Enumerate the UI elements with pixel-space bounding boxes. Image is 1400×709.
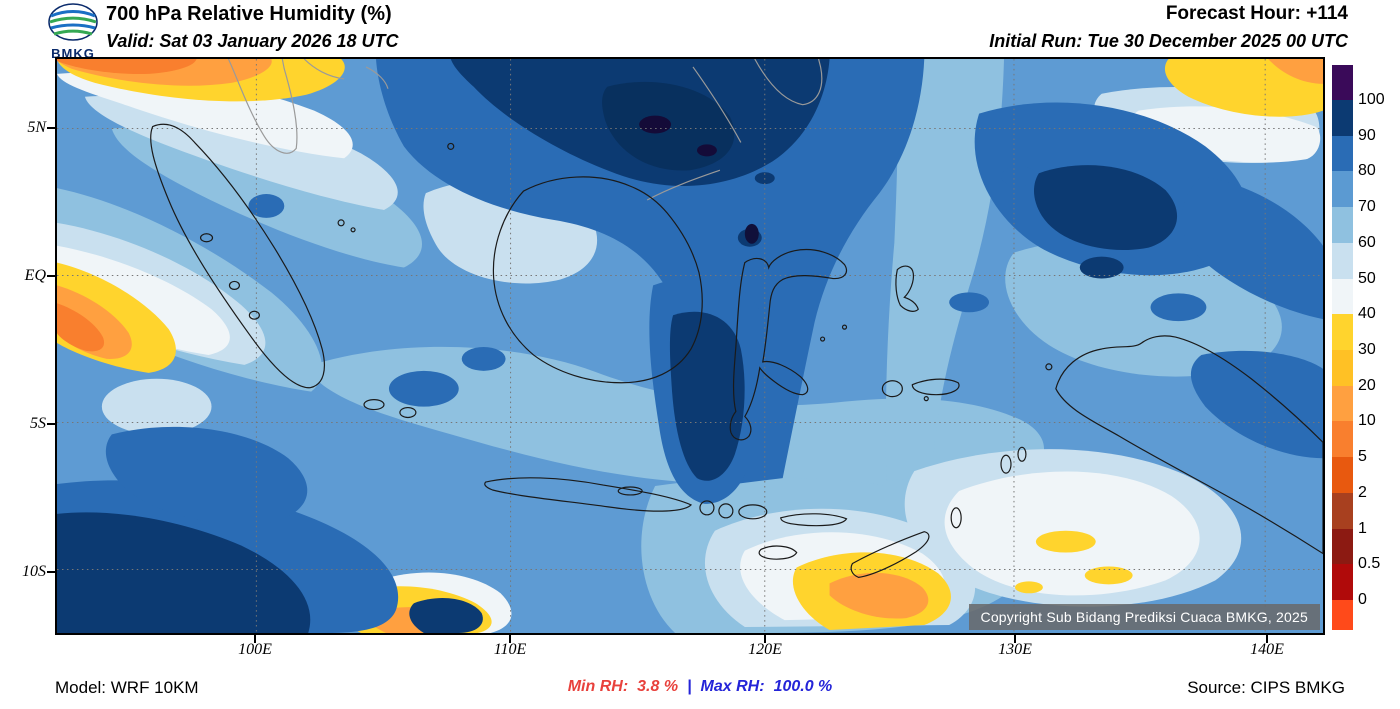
coastlines [150, 123, 1323, 579]
contour-fill-90 [57, 59, 1178, 633]
colorbar-segment [1332, 492, 1353, 529]
valid-time: Valid: Sat 03 January 2026 18 UTC [106, 31, 399, 51]
min-rh-value: 3.8 % [637, 678, 679, 695]
colorbar-tick-label: 90 [1358, 126, 1376, 144]
colorbar-tick-label: 60 [1358, 233, 1376, 251]
model-label: Model: WRF 10KM [55, 678, 199, 697]
lon-label-110e: 110E [493, 641, 527, 658]
colorbar-segment [1332, 171, 1353, 208]
colorbar-tick-label: 5 [1358, 448, 1367, 466]
copyright-text: Copyright Sub Bidang Prediksi Cuaca BMKG… [968, 604, 1320, 630]
lat-label-eq: EQ [24, 267, 46, 284]
colorbar-segment [1332, 242, 1353, 279]
humidity-map: Copyright Sub Bidang Prediksi Cuaca BMKG… [55, 57, 1325, 635]
colorbar-tick-label: 1 [1358, 519, 1367, 537]
header-right: Forecast Hour: +114 Initial Run: Tue 30 … [989, 3, 1348, 52]
max-rh-label: Max RH: [700, 678, 765, 695]
lon-label-100e: 100E [238, 641, 272, 658]
colorbar-segment [1332, 278, 1353, 315]
axis-tick [254, 635, 256, 643]
colorbar-segment [1332, 528, 1353, 565]
colorbar-tick-label: 80 [1358, 162, 1376, 180]
contour-fill-deep-orange [57, 59, 197, 352]
colorbar-tick-label: 0 [1358, 591, 1367, 608]
lat-label-5s: 5S [30, 415, 46, 432]
rh-minmax: Min RH: 3.8 % | Max RH: 100.0 % [568, 678, 833, 696]
axis-tick [1266, 635, 1268, 643]
colorbar-segment [1332, 65, 1353, 100]
bmkg-logo-globe [48, 3, 98, 41]
colorbar-tick-label: 30 [1358, 341, 1376, 358]
colorbar-segment [1332, 421, 1353, 458]
foreign-coastlines [227, 59, 823, 201]
colorbar-tick-label: 40 [1358, 305, 1376, 323]
colorbar-tick-label: 20 [1358, 376, 1376, 394]
min-rh-label: Min RH: [567, 678, 629, 695]
lon-label-120e: 120E [748, 641, 782, 658]
axis-tick [47, 423, 55, 425]
colorbar-segment [1332, 207, 1353, 243]
colorbar-tick-label: 10 [1358, 412, 1376, 430]
axis-tick [1014, 635, 1016, 643]
axis-tick [47, 571, 55, 573]
max-rh-value: 100.0 % [773, 678, 833, 695]
colorbar-segment [1332, 385, 1353, 422]
colorbar-segment [1332, 600, 1353, 630]
lat-label-10s: 10S [22, 563, 46, 580]
colorbar-tick-label: 70 [1358, 198, 1376, 216]
page-title: 700 hPa Relative Humidity (%) [106, 3, 392, 25]
contour-fill-darkest [602, 81, 759, 244]
source-label: Source: CIPS BMKG [1187, 678, 1345, 697]
colorbar-segment [1332, 135, 1353, 172]
colorbar-segment [1332, 457, 1353, 493]
map-gridlines [57, 59, 1323, 633]
colorbar [1332, 65, 1353, 630]
colorbar-segment [1332, 564, 1353, 600]
humidity-contour-map [57, 59, 1323, 633]
lon-label-140e: 140E [1250, 641, 1284, 658]
axis-tick [509, 635, 511, 643]
axis-tick [47, 275, 55, 277]
colorbar-segment [1332, 350, 1353, 386]
colorbar-segment [1332, 314, 1353, 350]
colorbar-labels: 100 90 80 70 60 50 40 30 20 10 5 2 1 0.5 0 [1358, 65, 1400, 630]
colorbar-tick-label: 100 [1358, 91, 1385, 108]
colorbar-tick-label: 50 [1358, 269, 1376, 287]
footer: Model: WRF 10KM Min RH: 3.8 % | Max RH: … [0, 676, 1400, 702]
lon-label-130e: 130E [998, 641, 1032, 658]
lat-label-5n: 5N [27, 119, 46, 136]
colorbar-tick-label: 2 [1358, 483, 1367, 501]
rh-separator: | [687, 678, 692, 695]
bmkg-logo-text: BMKG [51, 46, 95, 61]
bmkg-logo: BMKG [44, 2, 102, 60]
forecast-hour: Forecast Hour: +114 [1165, 3, 1348, 24]
colorbar-tick-label: 0.5 [1358, 555, 1381, 573]
initial-run: Initial Run: Tue 30 December 2025 00 UTC [989, 31, 1348, 51]
axis-tick [764, 635, 766, 643]
colorbar-segment [1332, 100, 1353, 136]
axis-tick [47, 127, 55, 129]
